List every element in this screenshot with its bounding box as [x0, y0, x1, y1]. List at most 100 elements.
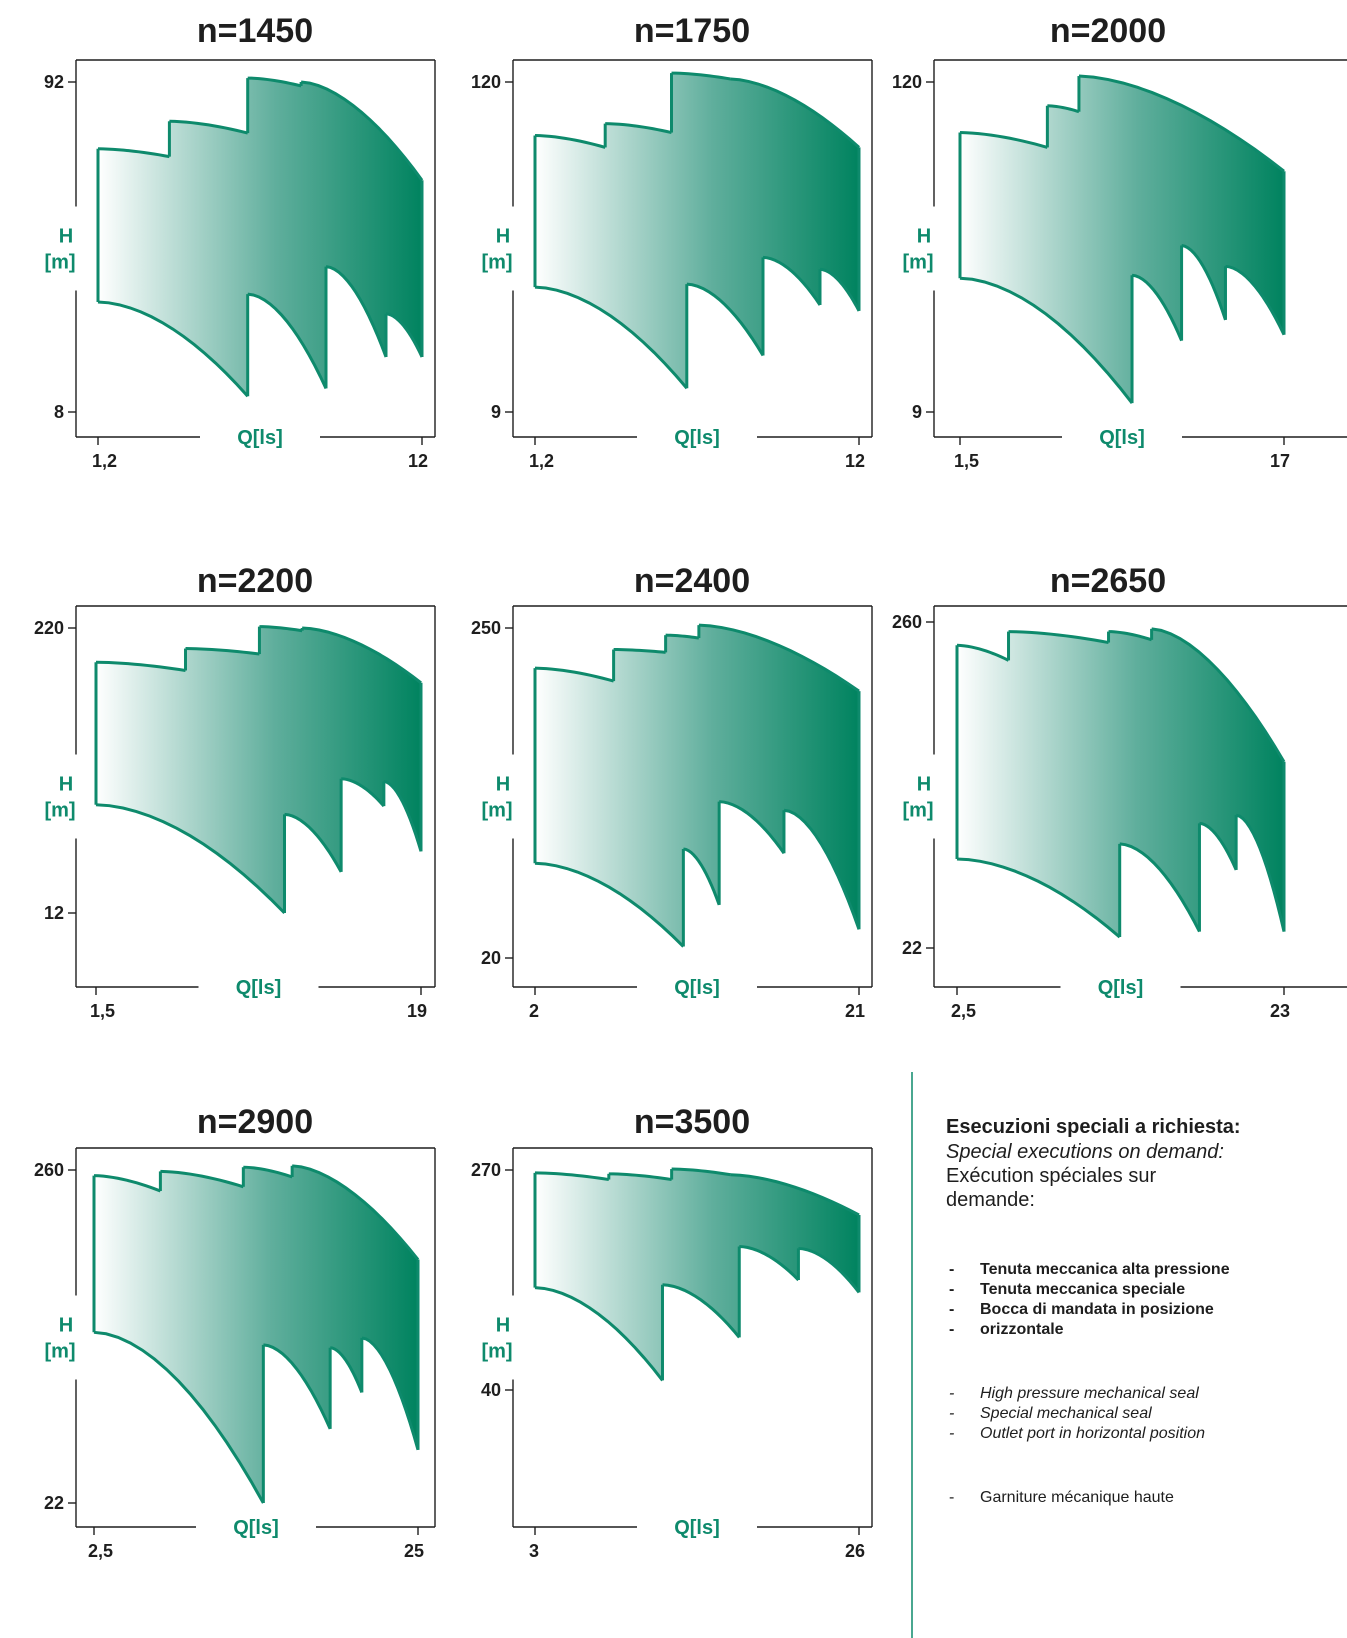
y-tick-label-2: 22 — [44, 1493, 64, 1513]
lower-curve-2 — [683, 847, 721, 906]
chart-panel-6: n=2650 260 22 2,5 23 Q[ls] H [m] — [892, 562, 1347, 1021]
x-tick-label-2: 12 — [408, 451, 428, 471]
y-axis-label-h: H — [496, 1315, 510, 1337]
lower-curve-3 — [762, 255, 822, 306]
y-tick-label-1: 120 — [892, 72, 922, 92]
upper-curve-4 — [730, 77, 860, 149]
y-axis-label-unit: [m] — [44, 800, 75, 822]
note-item-it-3: Bocca di mandata in posizione — [946, 1300, 1347, 1320]
x-tick-label-2: 25 — [404, 1541, 424, 1561]
lower-curve-4 — [385, 312, 424, 358]
chart-title: n=2200 — [197, 562, 313, 600]
x-axis-label: Q[ls] — [674, 1517, 720, 1539]
lower-curve-1 — [97, 300, 249, 398]
lower-curve-4 — [819, 267, 861, 312]
upper-curve-4 — [1151, 627, 1286, 763]
lower-curve-2 — [284, 812, 343, 873]
note-item-fr-1: Garniture mécanique haute — [946, 1488, 1347, 1508]
x-axis-label: Q[ls] — [674, 977, 720, 999]
operating-area — [957, 628, 1284, 938]
y-axis-label-unit: [m] — [44, 252, 75, 274]
x-axis-label: Q[ls] — [1098, 977, 1144, 999]
upper-curve-2 — [605, 122, 672, 135]
lower-curve-4 — [783, 808, 861, 930]
upper-curve-2 — [185, 647, 260, 656]
upper-curve-1 — [534, 666, 615, 683]
upper-curve-1 — [959, 131, 1048, 149]
x-tick-label-1: 1,5 — [954, 451, 979, 471]
notes-list-italian: Tenuta meccanica alta pressione Tenuta m… — [946, 1260, 1347, 1340]
x-axis-label: Q[ls] — [237, 427, 283, 449]
operating-area — [98, 78, 422, 397]
x-axis-label: Q[ls] — [236, 977, 282, 999]
lower-curve-2 — [247, 292, 328, 390]
y-tick-label-1: 270 — [471, 1160, 501, 1180]
lower-curve-4 — [383, 779, 423, 852]
note-item-en-1: High pressure mechanical seal — [946, 1384, 1347, 1404]
upper-curve-2 — [613, 648, 666, 654]
notes-title-italian: Esecuzioni speciali a richiesta: — [946, 1116, 1241, 1138]
chart-panel-8: n=3500 270 40 3 26 Q[ls] H [m] — [471, 1103, 873, 1561]
lower-curve-1 — [956, 857, 1121, 939]
y-tick-label-2: 20 — [481, 948, 501, 968]
lower-curve-1 — [95, 803, 286, 915]
x-tick-label-2: 17 — [1270, 451, 1290, 471]
chart-title: n=2000 — [1050, 12, 1166, 50]
y-tick-label-2: 8 — [54, 402, 64, 422]
y-axis-label-unit: [m] — [481, 1341, 512, 1363]
notes-list-english: High pressure mechanical seal Special me… — [946, 1384, 1347, 1444]
y-tick-label-1: 260 — [892, 612, 922, 632]
chart-title: n=2400 — [634, 562, 750, 600]
y-axis-label-h: H — [496, 226, 510, 248]
y-axis-label-h: H — [59, 774, 73, 796]
special-executions-notes: Esecuzioni speciali a richiesta: Special… — [946, 1116, 1347, 1508]
x-tick-label-2: 19 — [407, 1001, 427, 1021]
lower-curve-3 — [1199, 821, 1238, 871]
upper-curve-3 — [671, 71, 731, 81]
x-axis-label: Q[ls] — [233, 1517, 279, 1539]
y-tick-label-1: 220 — [34, 618, 64, 638]
notes-title-french: Exécution spéciales sur demande: — [946, 1165, 1157, 1211]
chart-panel-1: n=1450 92 8 1,2 12 Q[ls] H [m] — [44, 12, 436, 471]
upper-curve-2 — [160, 1169, 244, 1189]
upper-curve-3 — [243, 1165, 293, 1179]
operating-area — [94, 1165, 418, 1503]
note-item-en-3: Outlet port in horizontal position — [946, 1424, 1347, 1444]
upper-curve-3 — [247, 76, 302, 88]
operating-area — [96, 626, 421, 913]
y-tick-label-2: 9 — [912, 402, 922, 422]
x-tick-label-2: 23 — [1270, 1001, 1290, 1021]
x-tick-label-2: 21 — [845, 1001, 865, 1021]
lower-curve-3 — [739, 1245, 800, 1282]
y-tick-label-2: 12 — [44, 903, 64, 923]
operating-area — [960, 76, 1284, 404]
operating-area — [535, 1169, 859, 1381]
chart-panel-7: n=2900 260 22 2,5 25 Q[ls] H [m] — [34, 1103, 436, 1561]
x-tick-label-1: 1,2 — [92, 451, 117, 471]
notes-list-french: Garniture mécanique haute — [946, 1488, 1347, 1508]
lower-curve-3 — [1181, 244, 1227, 321]
y-axis-label-h: H — [917, 774, 931, 796]
lower-curve-1 — [534, 1286, 664, 1382]
lower-curve-3 — [341, 777, 385, 808]
chart-panel-3: n=2000 120 9 1,5 17 Q[ls] H [m] — [892, 12, 1347, 471]
y-axis-label-unit: [m] — [481, 252, 512, 274]
upper-curve-4 — [302, 626, 422, 684]
note-item-it-2: Tenuta meccanica speciale — [946, 1280, 1347, 1300]
lower-curve-1 — [534, 285, 688, 390]
lower-curve-4 — [1225, 264, 1286, 336]
y-tick-label-1: 120 — [471, 72, 501, 92]
y-axis-label-unit: [m] — [902, 800, 933, 822]
note-item-en-2: Special mechanical seal — [946, 1404, 1347, 1424]
x-axis-label: Q[ls] — [674, 427, 720, 449]
lower-curve-2 — [263, 1343, 332, 1430]
note-item-it-1: Tenuta meccanica alta pressione — [946, 1260, 1347, 1280]
lower-curve-2 — [1131, 273, 1183, 342]
y-axis-label-h: H — [917, 226, 931, 248]
lower-curve-4 — [1235, 813, 1286, 932]
x-tick-label-2: 12 — [845, 451, 865, 471]
y-axis-label-h: H — [59, 226, 73, 248]
upper-curve-3 — [1078, 74, 1285, 173]
upper-curve-1 — [534, 1171, 610, 1182]
y-tick-label-1: 250 — [471, 618, 501, 638]
